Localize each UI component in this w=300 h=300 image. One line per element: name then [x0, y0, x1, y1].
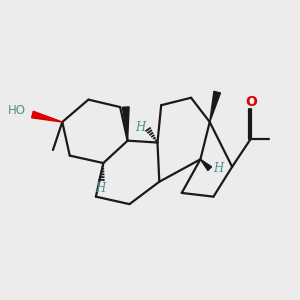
- Text: O: O: [246, 95, 257, 109]
- Text: H: H: [96, 182, 106, 195]
- Polygon shape: [210, 91, 220, 122]
- Polygon shape: [122, 107, 129, 141]
- Text: HO: HO: [8, 104, 26, 117]
- Polygon shape: [32, 111, 62, 122]
- Polygon shape: [200, 159, 211, 170]
- Text: H: H: [135, 121, 145, 134]
- Text: H: H: [213, 162, 223, 175]
